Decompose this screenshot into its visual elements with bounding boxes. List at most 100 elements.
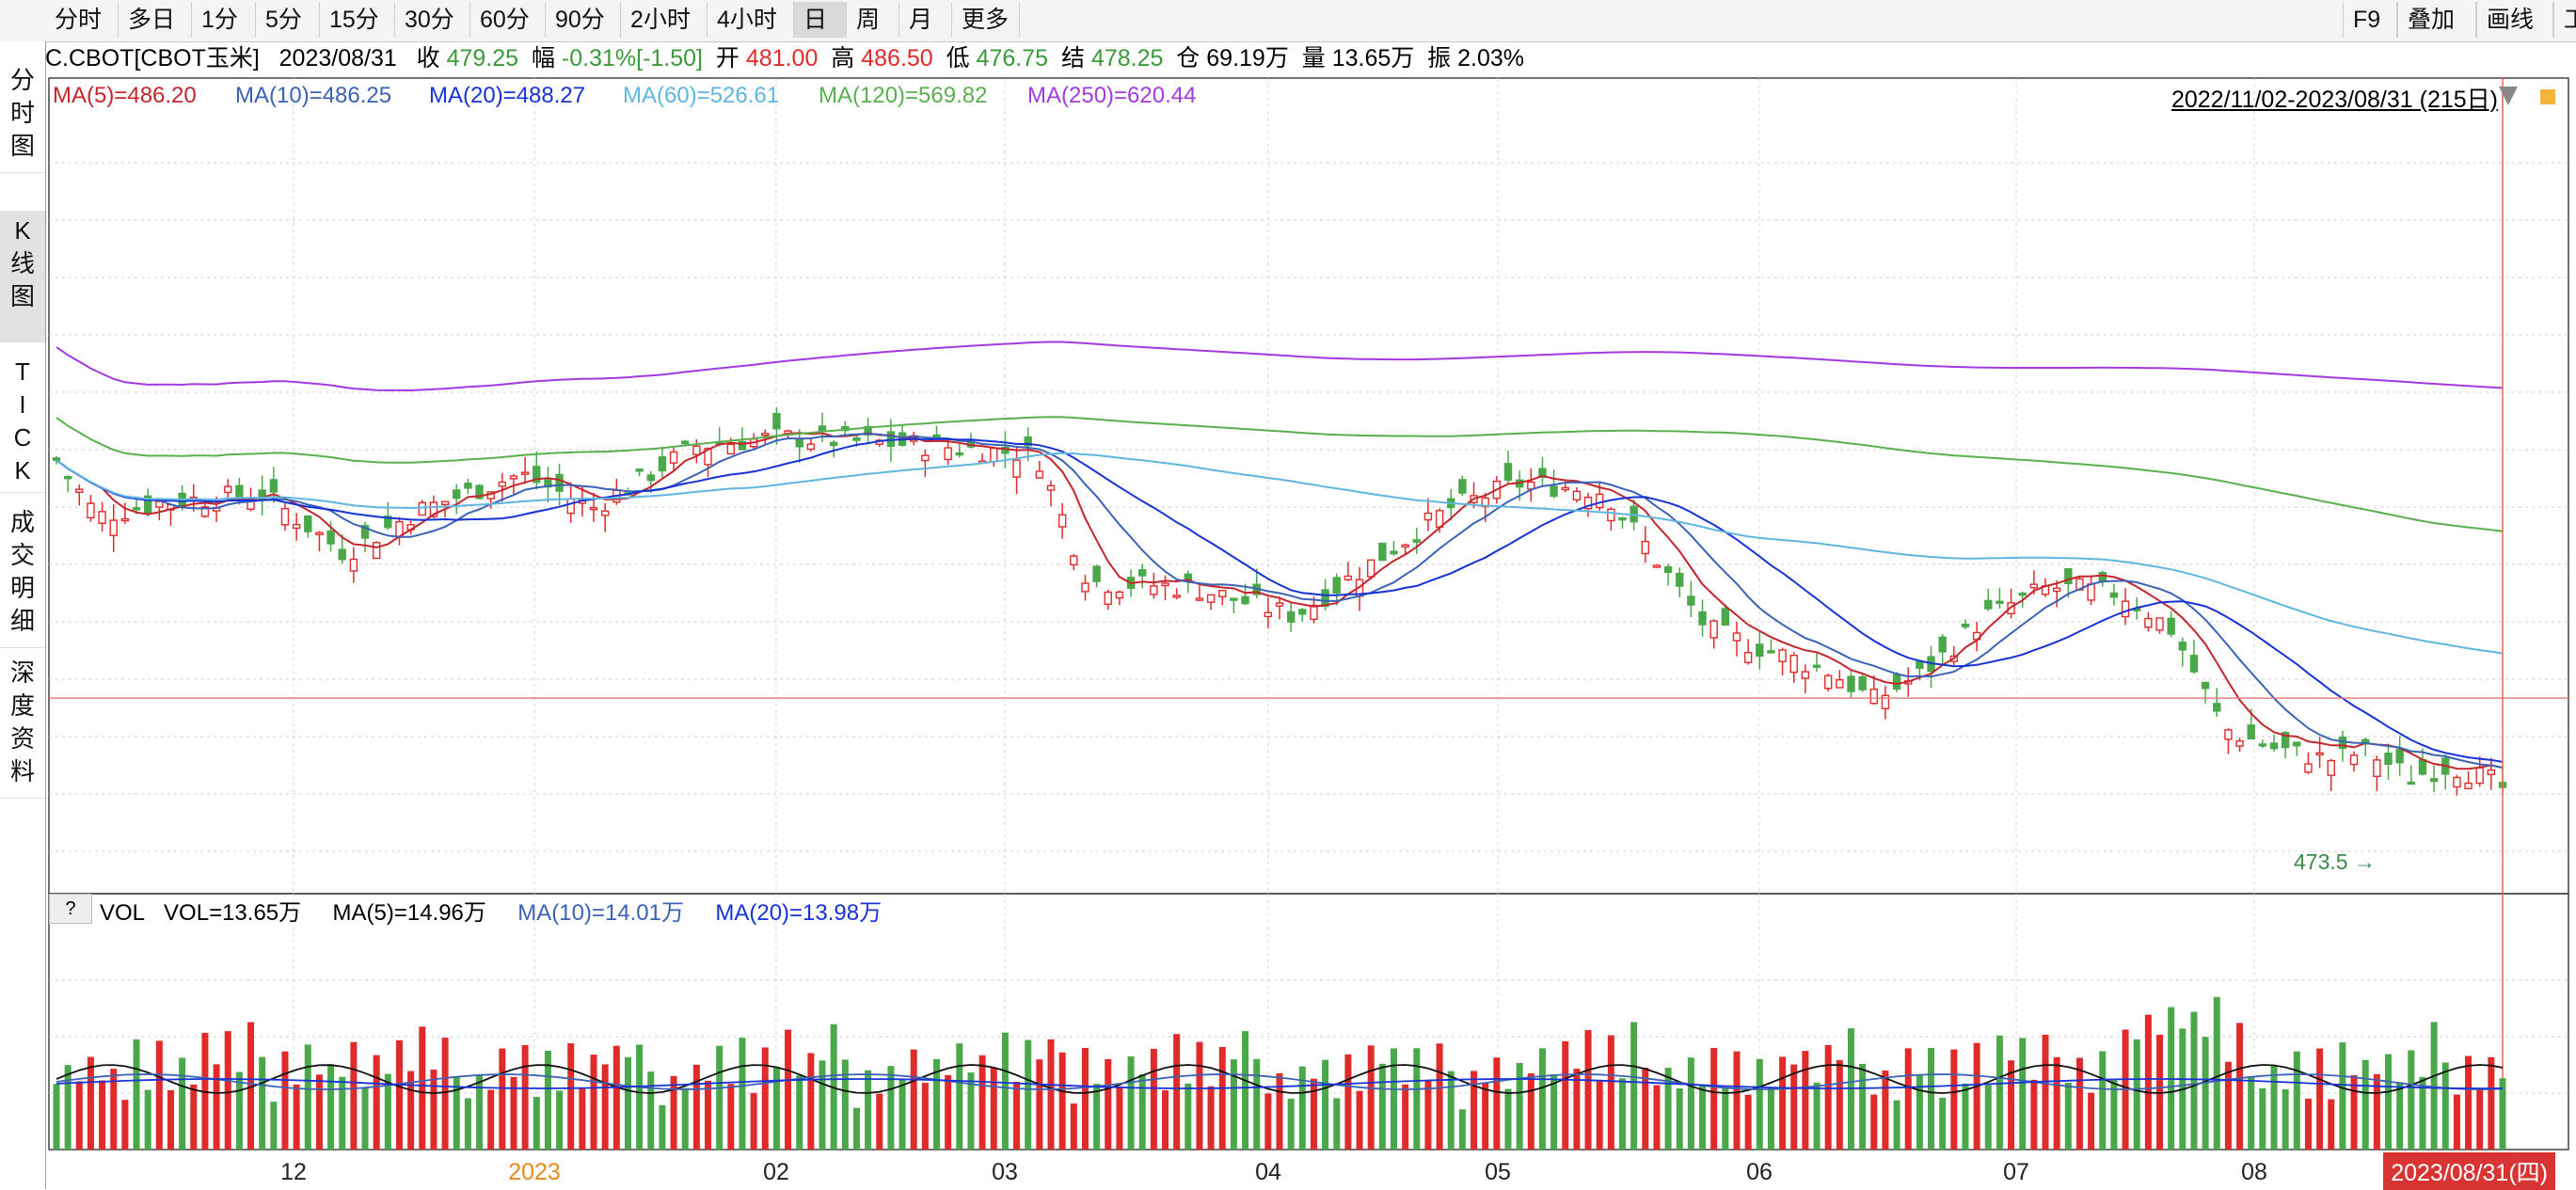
volume-bar [1207, 1086, 1215, 1150]
volume-bar [1928, 1048, 1935, 1150]
volume-bar [327, 1064, 335, 1150]
sidebar-tab[interactable]: 深度资料 [0, 653, 45, 799]
candle-body [1641, 541, 1649, 555]
volume-bar [419, 1026, 426, 1150]
period-button[interactable]: 90分 [546, 2, 621, 38]
volume-bar [601, 1064, 609, 1150]
date-range[interactable]: 2022/11/02-2023/08/31 (215日) [2171, 87, 2498, 113]
candle-body [2304, 763, 2313, 773]
volume-bar [716, 1045, 724, 1150]
volume-bar [155, 1040, 163, 1150]
candle-body [829, 441, 838, 447]
candle-body [1104, 591, 1112, 606]
ma-line [56, 437, 2504, 763]
candle-body [1538, 468, 1547, 478]
volume-bar [521, 1044, 529, 1150]
candle-body [372, 542, 381, 560]
volume-bar [1653, 1085, 1661, 1150]
volume-bar [1676, 1087, 1683, 1150]
period-button[interactable]: 月 [899, 2, 952, 38]
candle-body [2384, 753, 2393, 765]
high-value: 486.50 [861, 45, 933, 71]
period-button[interactable]: 分时 [45, 2, 119, 38]
help-button[interactable]: ? [49, 894, 92, 924]
volume-bar [2350, 1074, 2358, 1150]
vol-ma10-line [56, 1073, 2504, 1090]
sidebar-tab[interactable]: 分时图 [0, 60, 45, 173]
volume-bar [1298, 1066, 1306, 1150]
candle-body [1618, 516, 1627, 521]
period-button[interactable]: 15分 [320, 2, 395, 38]
volume-bar [1150, 1048, 1157, 1150]
x-axis-label: 06 [1746, 1159, 1773, 1185]
volume-bar [1687, 1057, 1694, 1150]
candle-body [464, 483, 472, 489]
period-button[interactable]: 60分 [470, 2, 546, 38]
candle-body [269, 479, 278, 493]
candle-body [1401, 544, 1409, 548]
volume-bar [887, 1066, 895, 1150]
volume-bar [53, 1084, 60, 1150]
period-button[interactable]: 多日 [119, 2, 192, 38]
candle-body [384, 516, 392, 529]
toolbar-right-button[interactable]: 画线 [2476, 2, 2553, 38]
candle-body [132, 507, 141, 511]
candle-body [2293, 741, 2301, 747]
candle-body [200, 506, 210, 517]
period-button[interactable]: 1分 [192, 2, 256, 38]
volume-bar [395, 1039, 403, 1150]
volume-bar [259, 1056, 266, 1150]
period-button[interactable]: 周 [847, 2, 899, 38]
volume-bar [441, 1038, 449, 1150]
candle-body [795, 438, 803, 448]
candle-body [1687, 595, 1695, 606]
volume-bar [2328, 1099, 2335, 1150]
toolbar-right-button[interactable]: 叠加 [2397, 2, 2476, 38]
volume-bar [2441, 1062, 2449, 1150]
volume-bar [2396, 1082, 2404, 1150]
volume-bar [796, 1075, 803, 1150]
candle-body [338, 548, 346, 561]
volume-bar [464, 1098, 471, 1150]
sidebar-tab[interactable]: 成交明细 [0, 502, 45, 648]
volume-bar [2213, 996, 2220, 1150]
volume-bar [2408, 1050, 2415, 1150]
volume-bar [1550, 1074, 1558, 1150]
period-button[interactable]: 5分 [256, 2, 320, 38]
volume-bar [807, 1053, 815, 1150]
period-button[interactable]: 30分 [395, 2, 470, 38]
low-value: 476.75 [976, 45, 1049, 71]
close-value: 479.25 [446, 45, 519, 71]
period-button[interactable]: 4小时 [708, 2, 794, 38]
volume-bar [1664, 1068, 1672, 1150]
candle-body [349, 558, 358, 572]
volume-bar [1036, 1059, 1043, 1150]
volume-bar [1710, 1048, 1718, 1150]
volume-bar [1950, 1049, 1958, 1150]
volume-bar [110, 1069, 118, 1150]
volume-bar [1642, 1067, 1649, 1150]
toolbar-right-button[interactable]: 工 [2553, 2, 2576, 38]
period-button[interactable]: 更多 [952, 2, 1020, 38]
volume-bar [2156, 1035, 2164, 1150]
volume-bar [556, 1090, 564, 1150]
volume-bar [1962, 1083, 1969, 1150]
volume-bar [1973, 1042, 1980, 1150]
volume-bar [945, 1074, 952, 1150]
volume-bar [1790, 1064, 1798, 1150]
candle-body [2487, 769, 2496, 776]
volume-bar [841, 1059, 849, 1150]
volume-bar [1173, 1034, 1181, 1150]
toolbar-right-button[interactable]: F9 [2343, 2, 2397, 38]
candle-body [498, 481, 507, 487]
candle-body [2373, 759, 2381, 777]
volume-bar [1527, 1072, 1534, 1150]
period-button[interactable]: 日 [794, 2, 847, 38]
period-button[interactable]: 2小时 [621, 2, 708, 38]
candle-body [143, 495, 152, 514]
volume-bar [933, 1058, 941, 1150]
volume-bar [201, 1032, 209, 1150]
